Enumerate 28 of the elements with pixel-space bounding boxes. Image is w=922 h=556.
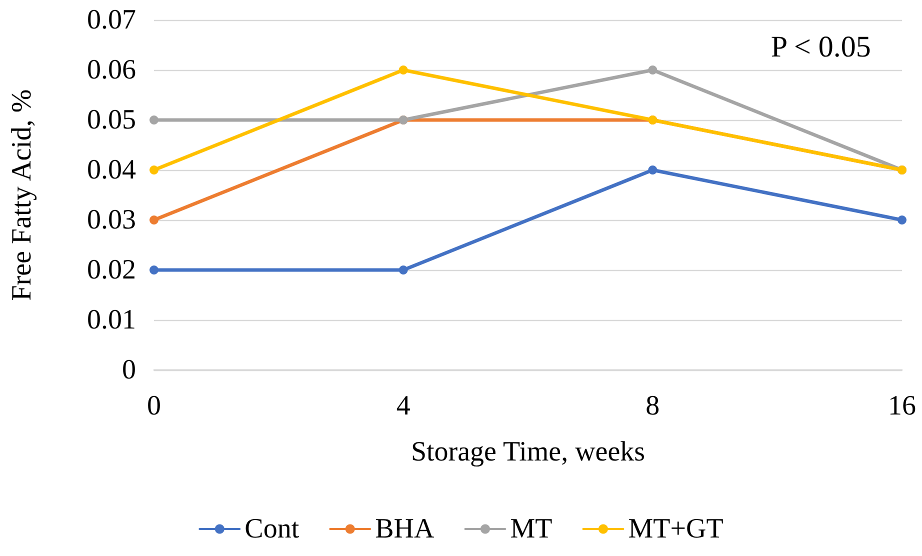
y-tick-label: 0.07 (87, 4, 136, 36)
point (150, 116, 158, 124)
point (648, 66, 658, 74)
x-tick-label: 0 (147, 390, 161, 422)
y-tick-label: 0.02 (87, 254, 136, 286)
legend-label: MT+GT (628, 514, 724, 544)
legend-label: BHA (375, 514, 436, 544)
point (398, 66, 408, 74)
point (648, 166, 658, 174)
point (150, 216, 158, 224)
x-axis-title: Storage Time, weeks (410, 436, 646, 468)
y-tick-label: 0.01 (87, 304, 136, 336)
x-tick-label: 16 (888, 390, 916, 422)
x-tick-label: 8 (646, 390, 660, 422)
point (898, 216, 906, 224)
y-tick-label: 0.05 (87, 104, 136, 136)
legend-label: Cont (244, 514, 300, 544)
y-tick-label: 0.06 (87, 54, 136, 86)
y-tick-label: 0.03 (87, 204, 136, 236)
x-tick-label: 4 (396, 390, 410, 422)
y-axis-title: Free Fatty Acid, % (6, 89, 38, 301)
point (150, 166, 158, 174)
y-tick-label: 0 (122, 354, 136, 386)
point (150, 266, 158, 274)
y-tick-label: 0.04 (87, 154, 136, 186)
legend-label: MT (510, 514, 552, 544)
annotation: P < 0.05 (770, 30, 871, 64)
point (398, 266, 408, 274)
